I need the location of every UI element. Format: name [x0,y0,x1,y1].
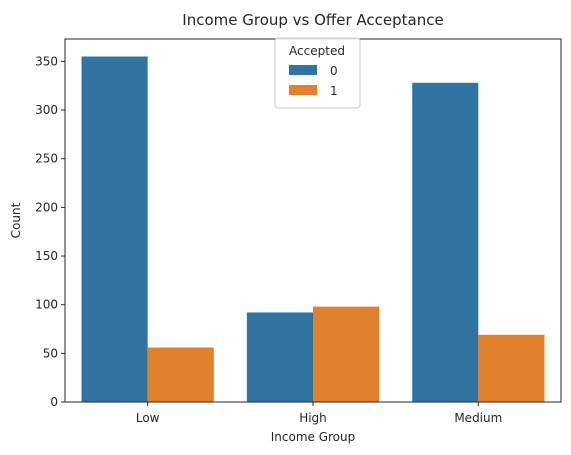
y-axis: 0 50 100 150 200 250 300 350 [35,54,65,409]
bar-low-0 [81,56,148,403]
legend-title: Accepted [289,44,345,58]
y-axis-label: Count [9,202,23,238]
y-tick-label: 150 [35,249,58,263]
y-tick-label: 250 [35,152,58,166]
legend-label-1: 1 [330,84,338,98]
bar-medium-0 [412,82,479,402]
bars [81,56,545,403]
x-tick-label: High [299,411,327,425]
bar-high-0 [246,312,313,402]
legend-swatch-1 [289,85,317,95]
legend-swatch-0 [289,65,317,75]
bar-low-1 [147,347,214,402]
chart-title: Income Group vs Offer Acceptance [182,11,443,29]
y-tick-label: 0 [50,395,58,409]
legend: Accepted 0 1 [274,37,361,109]
x-axis: Low High Medium [136,402,502,425]
y-tick-label: 350 [35,54,58,68]
y-tick-label: 50 [43,346,58,360]
x-axis-label: Income Group [271,430,356,444]
legend-label-0: 0 [330,64,338,78]
y-tick-label: 200 [35,200,58,214]
y-tick-label: 300 [35,103,58,117]
bar-medium-1 [478,334,545,402]
x-tick-label: Medium [454,411,502,425]
x-tick-label: Low [136,411,160,425]
y-tick-label: 100 [35,298,58,312]
bar-high-1 [313,306,380,402]
